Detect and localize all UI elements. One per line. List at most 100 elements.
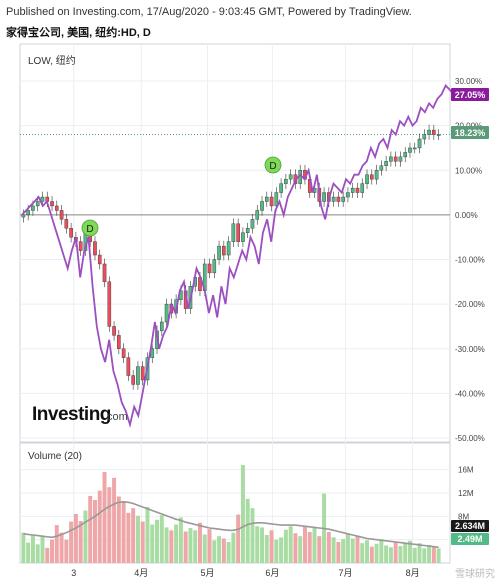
volume-bar [250,508,255,563]
volume-bar [131,508,136,563]
volume-bar [231,532,236,563]
candle [284,178,288,184]
candle [40,196,45,202]
candle [241,232,245,242]
candle [360,183,365,193]
volume-ma-line [23,500,439,549]
candle [403,152,408,158]
volume-bar [30,535,35,563]
symbol-title: 家得宝公司, 美国, 纽约:HD, D [6,27,151,39]
volume-bar [174,524,179,563]
candle [436,134,441,136]
volume-bar [83,510,88,563]
volume-bar [422,548,427,563]
dividend-marker[interactable]: D [264,156,282,174]
candle [398,156,403,162]
compare-last-tag: 27.05% [451,88,489,101]
candle [389,156,393,162]
volume-bar [398,546,403,563]
volume-bar [35,544,40,563]
volume-bar [193,530,198,563]
x-tick-label: 6月 [265,568,279,578]
main-legend: LOW, 纽约 [28,54,76,67]
volume-bar [260,527,265,563]
volume-bar [69,521,74,563]
candle [417,138,422,149]
volume-bar [64,539,69,563]
volume-bar [73,514,78,563]
volume-bar [183,531,188,563]
candle [212,259,217,274]
volume-bar [293,533,298,563]
volume-bar [107,487,112,563]
candle [35,201,40,207]
dividend-marker[interactable]: D [81,219,99,237]
x-axis-labels: 3 4月 5月 6月 7月 8月 [71,568,419,578]
volume-last-tag: 2.49M [451,533,489,545]
candle [131,375,135,385]
volume-ma-last-value: 2.634M [455,521,485,531]
candle [288,174,293,180]
candle [69,228,73,238]
candle [97,254,102,265]
main-grid [20,80,450,439]
volume-bar [102,472,107,563]
volume-bar [221,538,226,563]
volume-bar [336,542,341,563]
volume-bar [240,465,245,563]
volume-bar [169,530,174,563]
volume-bar [155,519,160,563]
candle [369,174,374,180]
candlestick-series [21,124,441,390]
x-grid [73,44,414,563]
y-tick-label: 30.00% [455,77,482,86]
volume-bar [279,537,284,563]
x-tick-label: 7月 [339,568,353,578]
candle [269,196,274,207]
volume-bar [45,547,50,563]
volume-bar [288,526,293,563]
volume-bar [197,522,202,563]
volume-bar [269,530,274,563]
volume-bar [350,538,355,563]
volume-bar [212,540,217,563]
volume-bar [88,495,93,563]
candle [126,357,131,376]
volume-bar [140,521,145,563]
volume-bar [431,547,436,563]
volume-bar [407,540,412,563]
candle [427,129,431,135]
volume-y-axis-labels: 16M12M8M4M [458,466,474,545]
candle [322,192,326,202]
volume-y-tick-label: 8M [458,512,469,521]
y-tick-label: -40.00% [455,389,485,398]
candle [374,170,379,180]
volume-bar [178,517,183,563]
volume-y-tick-label: 12M [458,489,474,498]
candle [64,219,69,229]
candle [136,366,140,385]
volume-bar [384,545,389,563]
volume-bar [341,539,346,563]
y-tick-label: 0.00% [455,211,478,220]
volume-bar [116,496,121,563]
volume-bar [40,536,45,563]
dividend-marker-label: D [269,161,276,172]
price-last-value: 18.23% [455,128,486,138]
volume-bar [417,543,422,563]
publish-line: Published on Investing.com, 17/Aug/2020 … [6,6,412,18]
volume-bar [78,521,83,563]
volume-ma-last-tag: 2.634M [451,520,489,532]
volume-bar [436,548,441,563]
candle [78,241,83,251]
candle [54,205,59,211]
candle [260,201,264,211]
candle [231,223,236,242]
volume-bar [236,514,241,563]
y-tick-label: -10.00% [455,256,485,265]
svg-text:.com: .com [104,411,128,423]
candle [207,263,212,274]
candle [393,156,398,162]
volume-bar [326,532,331,563]
